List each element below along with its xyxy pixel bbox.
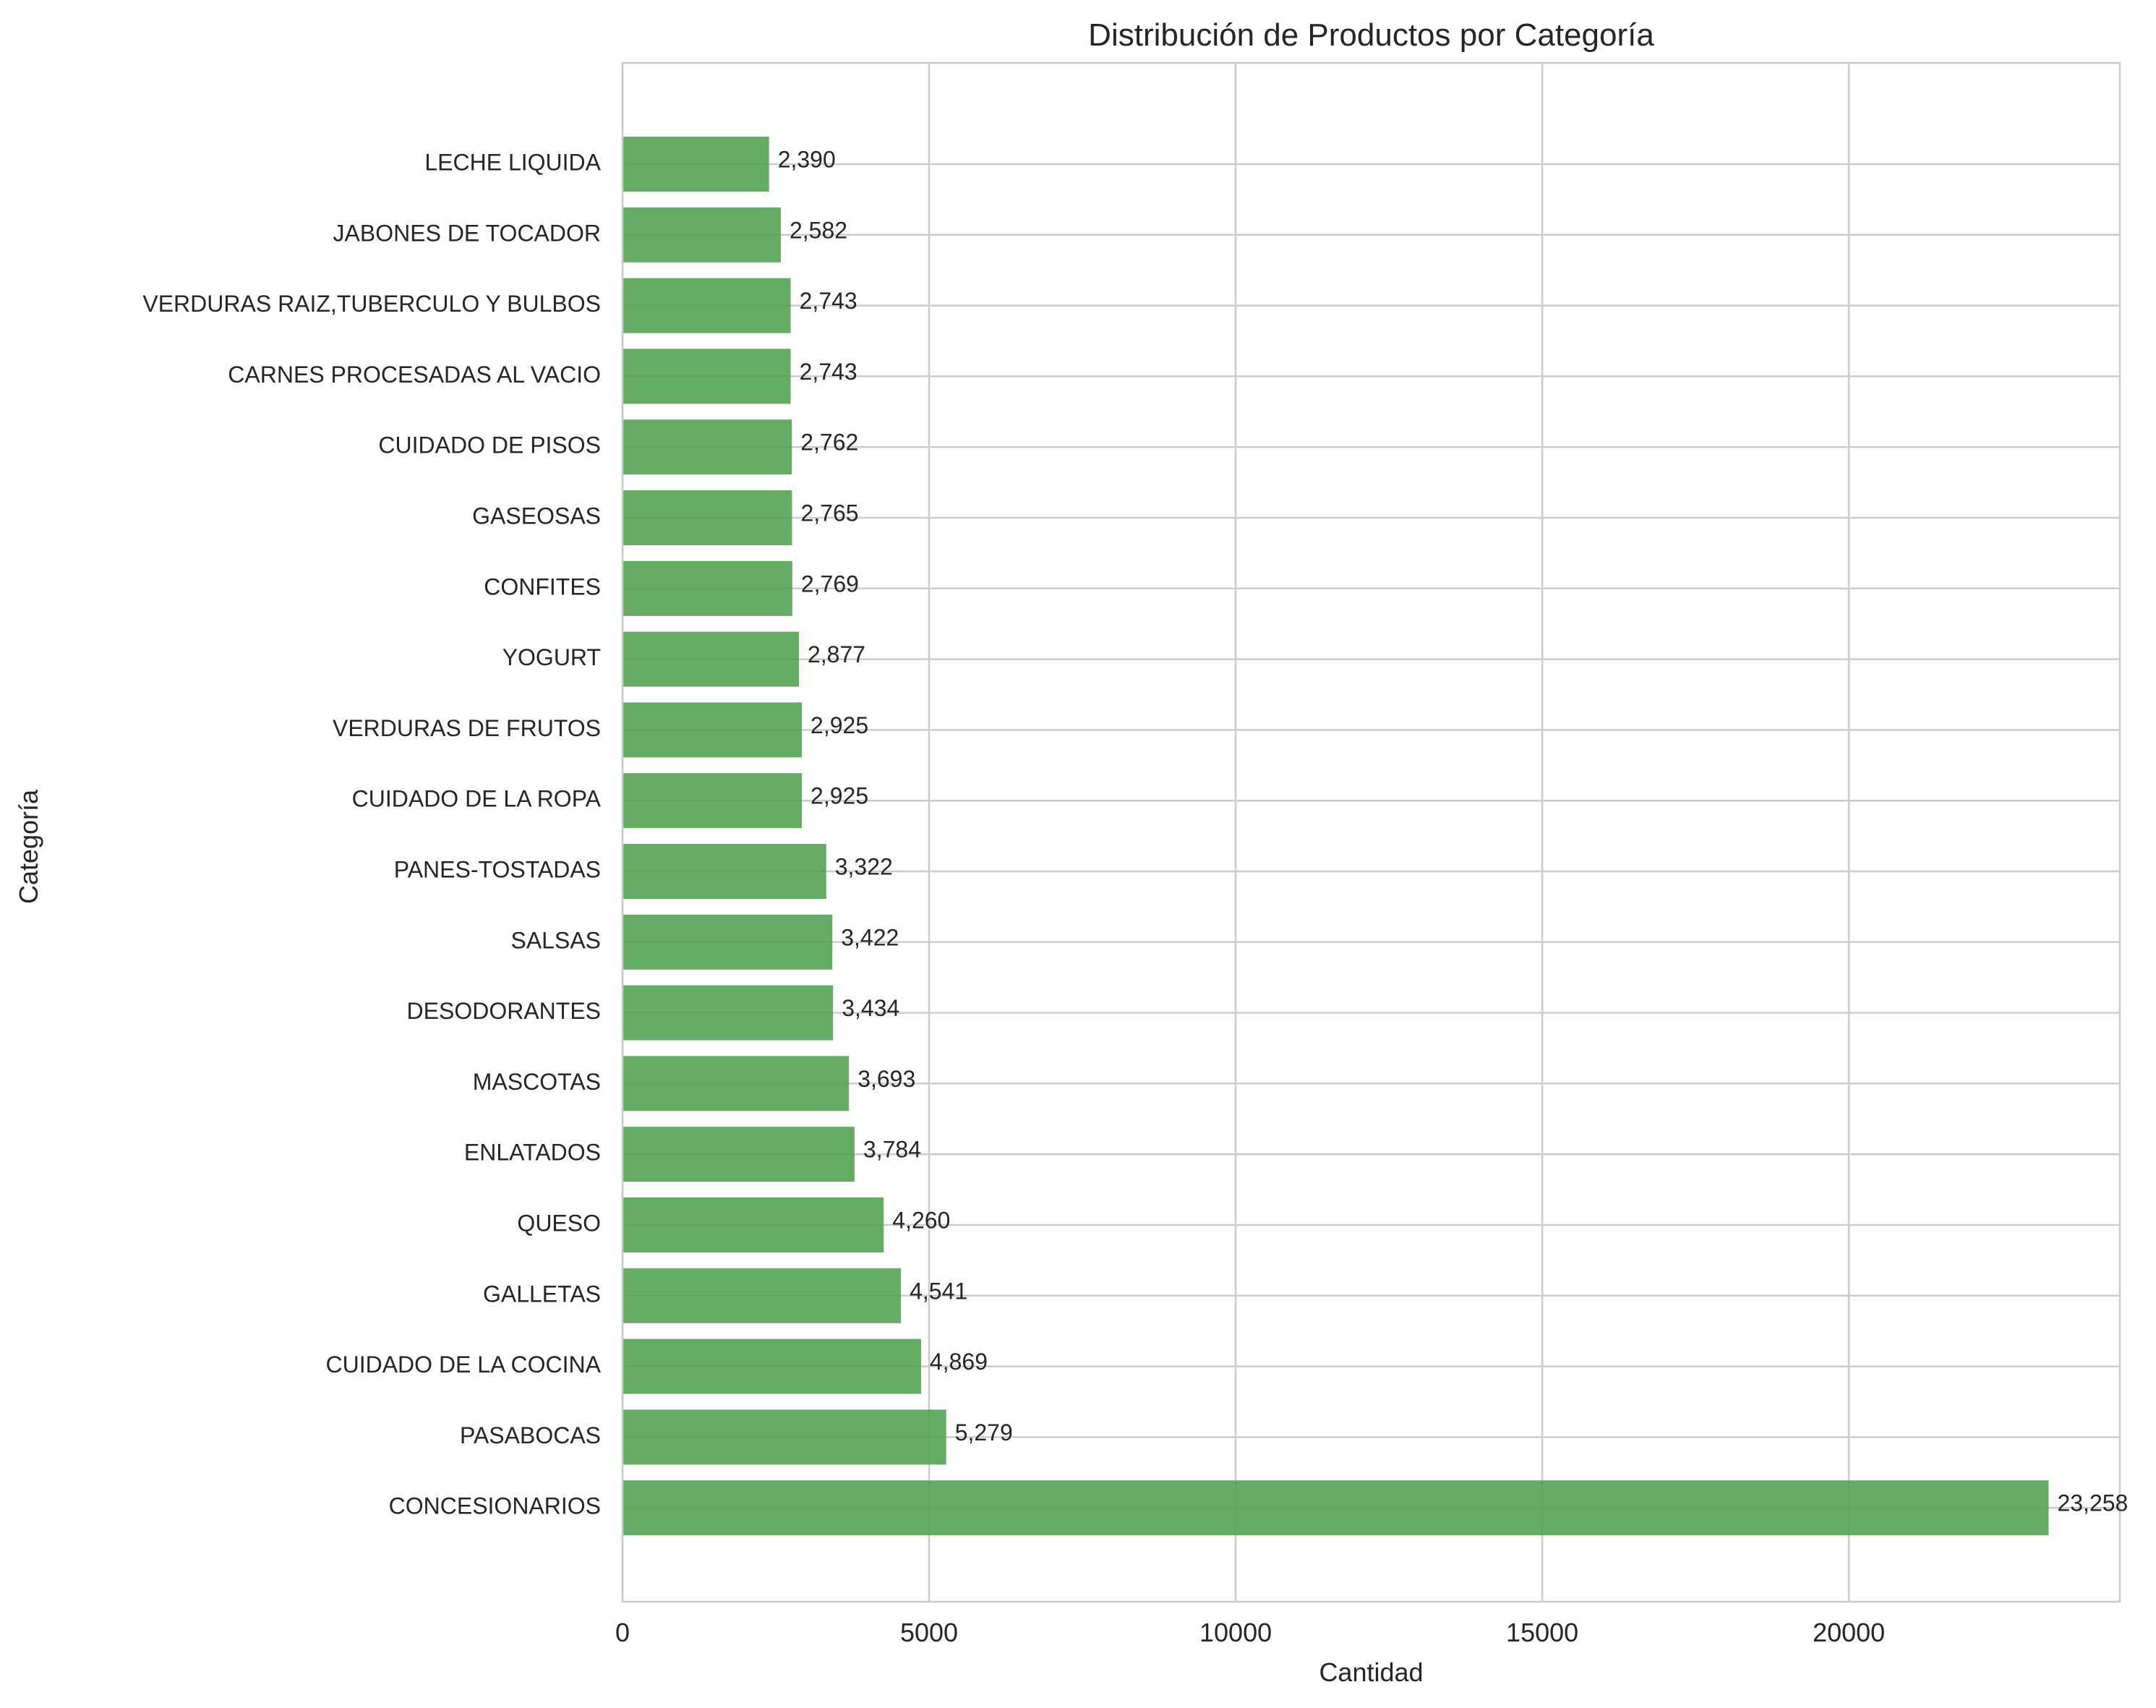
value-label: 3,434: [842, 995, 899, 1021]
x-tick-label: 0: [615, 1618, 630, 1647]
value-label: 2,769: [801, 571, 859, 597]
y-tick-label: GALLETAS: [483, 1281, 601, 1307]
y-tick-label: VERDURAS DE FRUTOS: [333, 715, 601, 741]
y-tick-label: ENLATADOS: [464, 1140, 601, 1166]
bar: [623, 207, 781, 262]
y-tick-label: PANES-TOSTADAS: [394, 856, 601, 882]
x-tick-label: 15000: [1506, 1618, 1578, 1647]
value-label: 2,743: [800, 359, 857, 385]
bar: [623, 1268, 902, 1323]
y-tick-label: CUIDADO DE PISOS: [378, 432, 601, 458]
y-tick-label: CARNES PROCESADAS AL VACIO: [228, 362, 601, 388]
value-label: 4,541: [910, 1278, 967, 1304]
bar: [623, 1338, 921, 1394]
y-tick-label: YOGURT: [502, 644, 601, 670]
value-label: 4,869: [930, 1349, 988, 1375]
bar: [623, 278, 791, 333]
value-label: 3,322: [835, 853, 893, 879]
bar: [623, 773, 803, 829]
y-tick-label: DESODORANTES: [407, 998, 601, 1024]
bars: [623, 137, 2049, 1536]
bar: [623, 702, 803, 758]
value-label: 2,743: [800, 288, 857, 314]
value-label: 2,765: [800, 500, 858, 526]
value-label: 2,925: [810, 712, 868, 738]
plot-frame: [621, 61, 2121, 1603]
y-tick-label: MASCOTAS: [473, 1069, 601, 1095]
value-label: 2,762: [800, 430, 858, 456]
y-tick-label: CUIDADO DE LA COCINA: [325, 1352, 601, 1378]
y-tick-label: CUIDADO DE LA ROPA: [352, 786, 602, 812]
y-tick-label: JABONES DE TOCADOR: [333, 220, 601, 246]
y-axis-label: Categoría: [14, 789, 43, 904]
y-tick-label: VERDURAS RAIZ,TUBERCULO Y BULBOS: [142, 291, 601, 317]
chart-title: Distribución de Productos por Categoría: [1088, 17, 1654, 53]
bar: [623, 419, 792, 475]
value-label: 3,784: [863, 1137, 921, 1163]
x-tick-label: 5000: [900, 1618, 958, 1647]
x-axis-ticks: 0 5000 10000 15000 20000: [615, 1618, 1885, 1647]
y-tick-label: QUESO: [517, 1210, 601, 1236]
y-tick-label: SALSAS: [510, 927, 601, 953]
bar: [623, 631, 799, 687]
bar: [623, 844, 826, 899]
y-tick-label: LECHE LIQUIDA: [424, 149, 601, 175]
bar: [623, 560, 792, 616]
x-axis-label: Cantidad: [1319, 1657, 1423, 1687]
value-label: 2,390: [778, 146, 836, 172]
x-tick-label: 20000: [1813, 1618, 1885, 1647]
bar: [623, 137, 769, 192]
value-label: 2,582: [790, 217, 847, 243]
bar: [623, 1197, 884, 1252]
bar: [623, 1056, 850, 1111]
value-label: 4,260: [892, 1207, 950, 1233]
value-label: 5,279: [955, 1419, 1013, 1446]
x-tick-label: 10000: [1199, 1618, 1272, 1647]
bar: [623, 1409, 946, 1465]
value-label: 3,693: [857, 1066, 915, 1092]
bar: [623, 914, 833, 970]
y-tick-label: GASEOSAS: [472, 503, 601, 529]
y-axis-ticks: LECHE LIQUIDA JABONES DE TOCADOR VERDURAS …: [142, 149, 601, 1519]
value-label: 3,422: [841, 924, 899, 950]
y-tick-label: PASABOCAS: [460, 1422, 601, 1448]
data-labels: 2,390 2,582 2,743 2,743 2,762 2,765 2,769 2,877…: [778, 146, 2129, 1516]
y-tick-label: CONCESIONARIOS: [389, 1493, 601, 1519]
bar: [623, 985, 834, 1041]
bar: [623, 490, 792, 545]
value-label: 23,258: [2057, 1490, 2128, 1516]
bar: [623, 349, 791, 404]
bar: [623, 1480, 2049, 1536]
value-label: 2,877: [808, 641, 865, 667]
value-label: 2,925: [810, 783, 868, 809]
bar: [623, 1127, 855, 1182]
y-tick-label: CONFITES: [484, 573, 601, 599]
